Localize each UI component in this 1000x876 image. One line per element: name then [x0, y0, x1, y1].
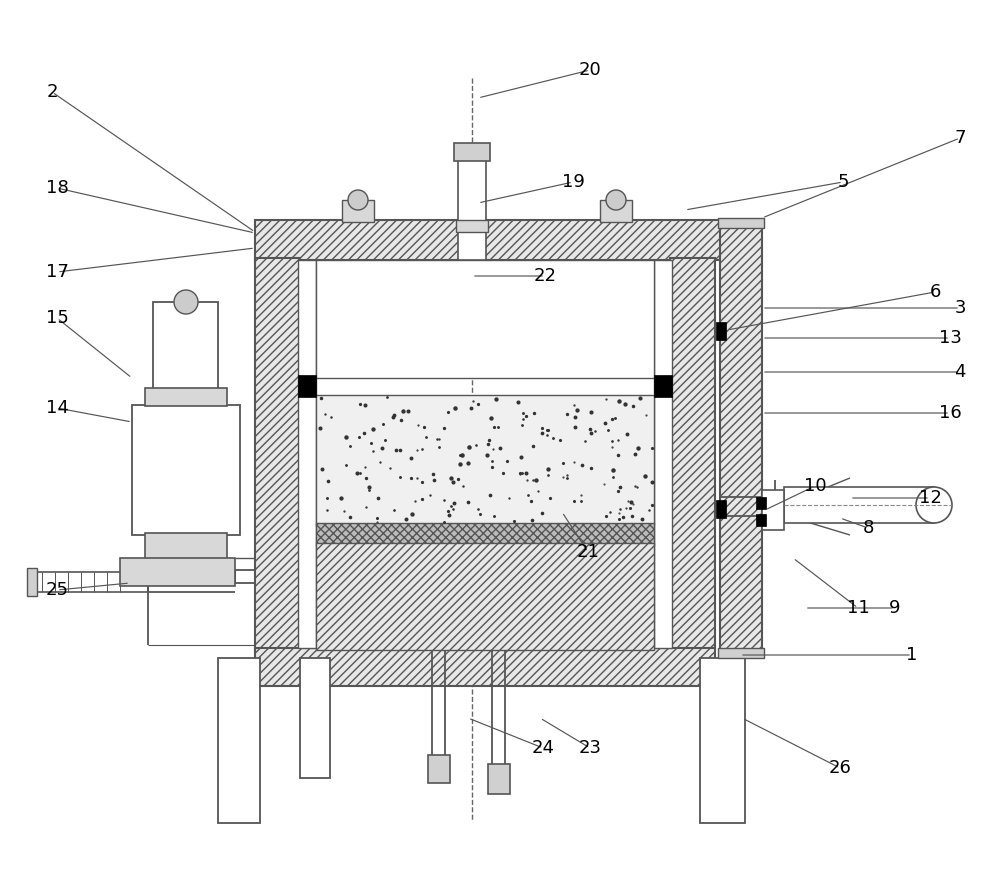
Circle shape [348, 190, 368, 210]
Text: 2: 2 [46, 83, 58, 101]
Bar [756, 514, 766, 526]
Bar [488, 764, 510, 794]
Bar [255, 648, 715, 686]
Text: 25: 25 [46, 581, 68, 599]
Bar [218, 658, 260, 823]
Bar [670, 258, 715, 650]
Text: 26: 26 [829, 759, 851, 777]
Text: 6: 6 [929, 283, 941, 301]
Text: 12: 12 [919, 489, 941, 507]
Bar [316, 523, 654, 545]
Text: 11: 11 [847, 599, 869, 617]
Circle shape [606, 190, 626, 210]
Text: 21: 21 [577, 543, 599, 561]
Bar [145, 388, 227, 406]
Text: 14: 14 [46, 399, 68, 417]
Bar [132, 405, 240, 535]
Text: 8: 8 [862, 519, 874, 537]
Bar [654, 375, 672, 397]
Bar [756, 497, 766, 509]
Bar [654, 260, 672, 648]
Bar [316, 543, 654, 650]
Text: 24: 24 [532, 739, 554, 757]
Bar [255, 258, 300, 650]
Bar [600, 200, 632, 222]
Bar [316, 395, 654, 525]
Bar [716, 500, 726, 518]
Text: 7: 7 [954, 129, 966, 147]
Text: 23: 23 [578, 739, 602, 757]
Bar [700, 658, 745, 823]
Text: 9: 9 [889, 599, 901, 617]
Bar [718, 218, 764, 228]
Text: 20: 20 [579, 61, 601, 79]
Bar [298, 375, 316, 397]
Bar [316, 260, 654, 378]
Bar [458, 158, 486, 260]
Bar [456, 220, 488, 232]
Bar [255, 220, 725, 260]
Bar [720, 225, 762, 653]
Bar [716, 322, 726, 340]
Text: 18: 18 [46, 179, 68, 197]
Text: 16: 16 [939, 404, 961, 422]
Text: 10: 10 [804, 477, 826, 495]
Bar [300, 658, 330, 778]
Bar [342, 200, 374, 222]
Bar [784, 487, 934, 523]
Text: 4: 4 [954, 363, 966, 381]
Text: 13: 13 [939, 329, 961, 347]
Bar [718, 648, 764, 658]
Bar [298, 260, 316, 648]
Circle shape [916, 487, 952, 523]
Bar [27, 568, 37, 596]
Bar [120, 558, 235, 586]
Bar [428, 755, 450, 783]
Text: 5: 5 [837, 173, 849, 191]
Text: 3: 3 [954, 299, 966, 317]
Bar [454, 143, 490, 161]
Text: 15: 15 [46, 309, 68, 327]
Text: 17: 17 [46, 263, 68, 281]
Bar [153, 302, 218, 392]
Bar [145, 533, 227, 561]
Bar [762, 490, 784, 530]
Text: 1: 1 [906, 646, 918, 664]
Text: 19: 19 [562, 173, 584, 191]
Circle shape [174, 290, 198, 314]
Bar [30, 572, 148, 592]
Text: 22: 22 [534, 267, 556, 285]
